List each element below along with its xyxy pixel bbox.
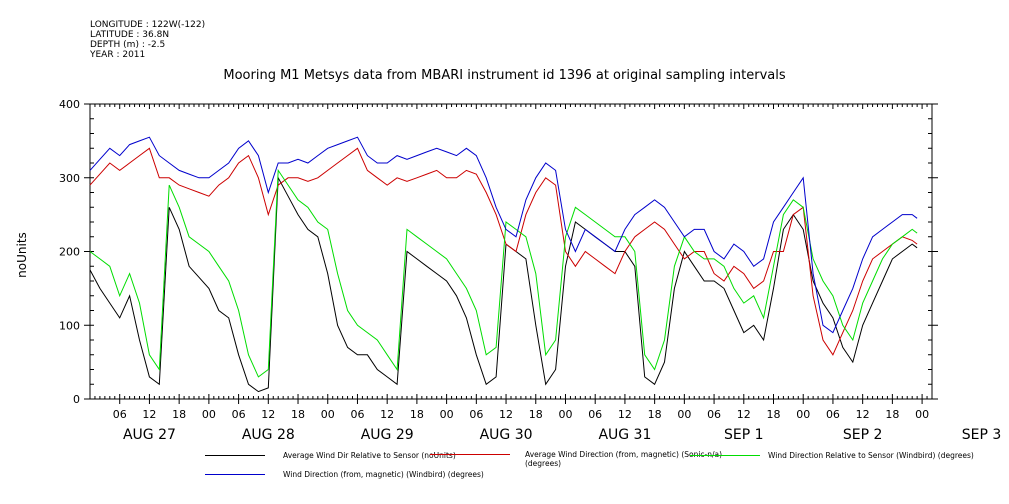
x-tick-label: 00 — [440, 408, 454, 421]
x-tick-label: 06 — [350, 408, 364, 421]
x-tick-label: 00 — [558, 408, 572, 421]
legend-label-3: Wind Direction (from, magnetic) (Windbir… — [283, 470, 484, 479]
x-day-label: SEP 3 — [962, 427, 1002, 443]
metadata-block: LONGITUDE : 122W(-122) LATITUDE : 36.8N … — [90, 20, 205, 60]
metadata-year: YEAR : 2011 — [90, 50, 146, 60]
x-day-label: AUG 29 — [361, 427, 414, 443]
legend-label-1: Average Wind Direction (from, magnetic) … — [525, 450, 723, 468]
x-tick-label: 12 — [261, 408, 275, 421]
x-day-label: AUG 30 — [480, 427, 533, 443]
y-tick-label: 100 — [59, 319, 80, 332]
metadata-latitude: LATITUDE : 36.8N — [90, 30, 170, 40]
x-tick-label: 06 — [113, 408, 127, 421]
y-tick-label: 200 — [59, 246, 80, 259]
x-tick-label: 18 — [648, 408, 662, 421]
x-tick-label: 12 — [499, 408, 513, 421]
x-tick-label: 06 — [469, 408, 483, 421]
x-tick-label: 12 — [142, 408, 156, 421]
plot-frame — [89, 103, 933, 400]
x-tick-label: 00 — [796, 408, 810, 421]
legend-swatch-1 — [430, 454, 510, 455]
x-tick-label: 06 — [707, 408, 721, 421]
x-tick-label: 00 — [677, 408, 691, 421]
legend-swatch-2 — [690, 455, 760, 456]
metadata-depth: DEPTH (m) : -2.5 — [90, 40, 166, 50]
x-day-label: SEP 1 — [724, 427, 764, 443]
series-line-2 — [89, 168, 918, 378]
x-tick-label: 06 — [588, 408, 602, 421]
metadata-longitude: LONGITUDE : 122W(-122) — [90, 20, 206, 30]
x-tick-label: 18 — [885, 408, 899, 421]
x-tick-label: 12 — [737, 408, 751, 421]
x-tick-label: 06 — [232, 408, 246, 421]
x-tick-label: 18 — [172, 408, 186, 421]
x-tick-label: 12 — [618, 408, 632, 421]
x-tick-label: 12 — [856, 408, 870, 421]
x-tick-label: 18 — [291, 408, 305, 421]
series-line-0 — [89, 175, 918, 393]
chart-title: Mooring M1 Metsys data from MBARI instru… — [223, 68, 786, 83]
x-tick-label: 18 — [529, 408, 543, 421]
x-tick-label: 00 — [321, 408, 335, 421]
legend-swatch-3 — [205, 474, 265, 475]
y-tick-label: 0 — [73, 393, 80, 406]
x-tick-label: 18 — [767, 408, 781, 421]
legend-swatch-0 — [205, 455, 265, 456]
x-day-label: AUG 28 — [242, 427, 295, 443]
x-tick-label: 18 — [410, 408, 424, 421]
x-tick-label: 12 — [380, 408, 394, 421]
series-line-3 — [89, 136, 918, 334]
x-tick-label: 06 — [826, 408, 840, 421]
y-tick-label: 400 — [59, 98, 80, 111]
x-day-label: SEP 2 — [843, 427, 883, 443]
legend-label-2: Wind Direction Relative to Sensor (Windb… — [768, 451, 974, 460]
series-line-1 — [89, 147, 918, 356]
y-tick-label: 300 — [59, 172, 80, 185]
legend-label-0: Average Wind Dir Relative to Sensor (noU… — [283, 451, 456, 460]
x-tick-label: 00 — [915, 408, 929, 421]
x-tick-label: 00 — [202, 408, 216, 421]
x-day-label: AUG 31 — [598, 427, 651, 443]
x-day-label: AUG 27 — [123, 427, 176, 443]
